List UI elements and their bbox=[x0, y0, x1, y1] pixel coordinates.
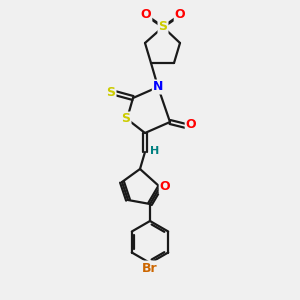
Text: S: S bbox=[122, 112, 130, 125]
Text: O: O bbox=[175, 8, 185, 22]
Text: O: O bbox=[160, 181, 170, 194]
Text: H: H bbox=[150, 146, 160, 156]
Text: O: O bbox=[186, 118, 196, 131]
Text: S: S bbox=[106, 85, 116, 98]
Text: O: O bbox=[141, 8, 151, 22]
Text: Br: Br bbox=[142, 262, 158, 275]
Text: S: S bbox=[158, 20, 167, 34]
Text: N: N bbox=[153, 80, 163, 94]
